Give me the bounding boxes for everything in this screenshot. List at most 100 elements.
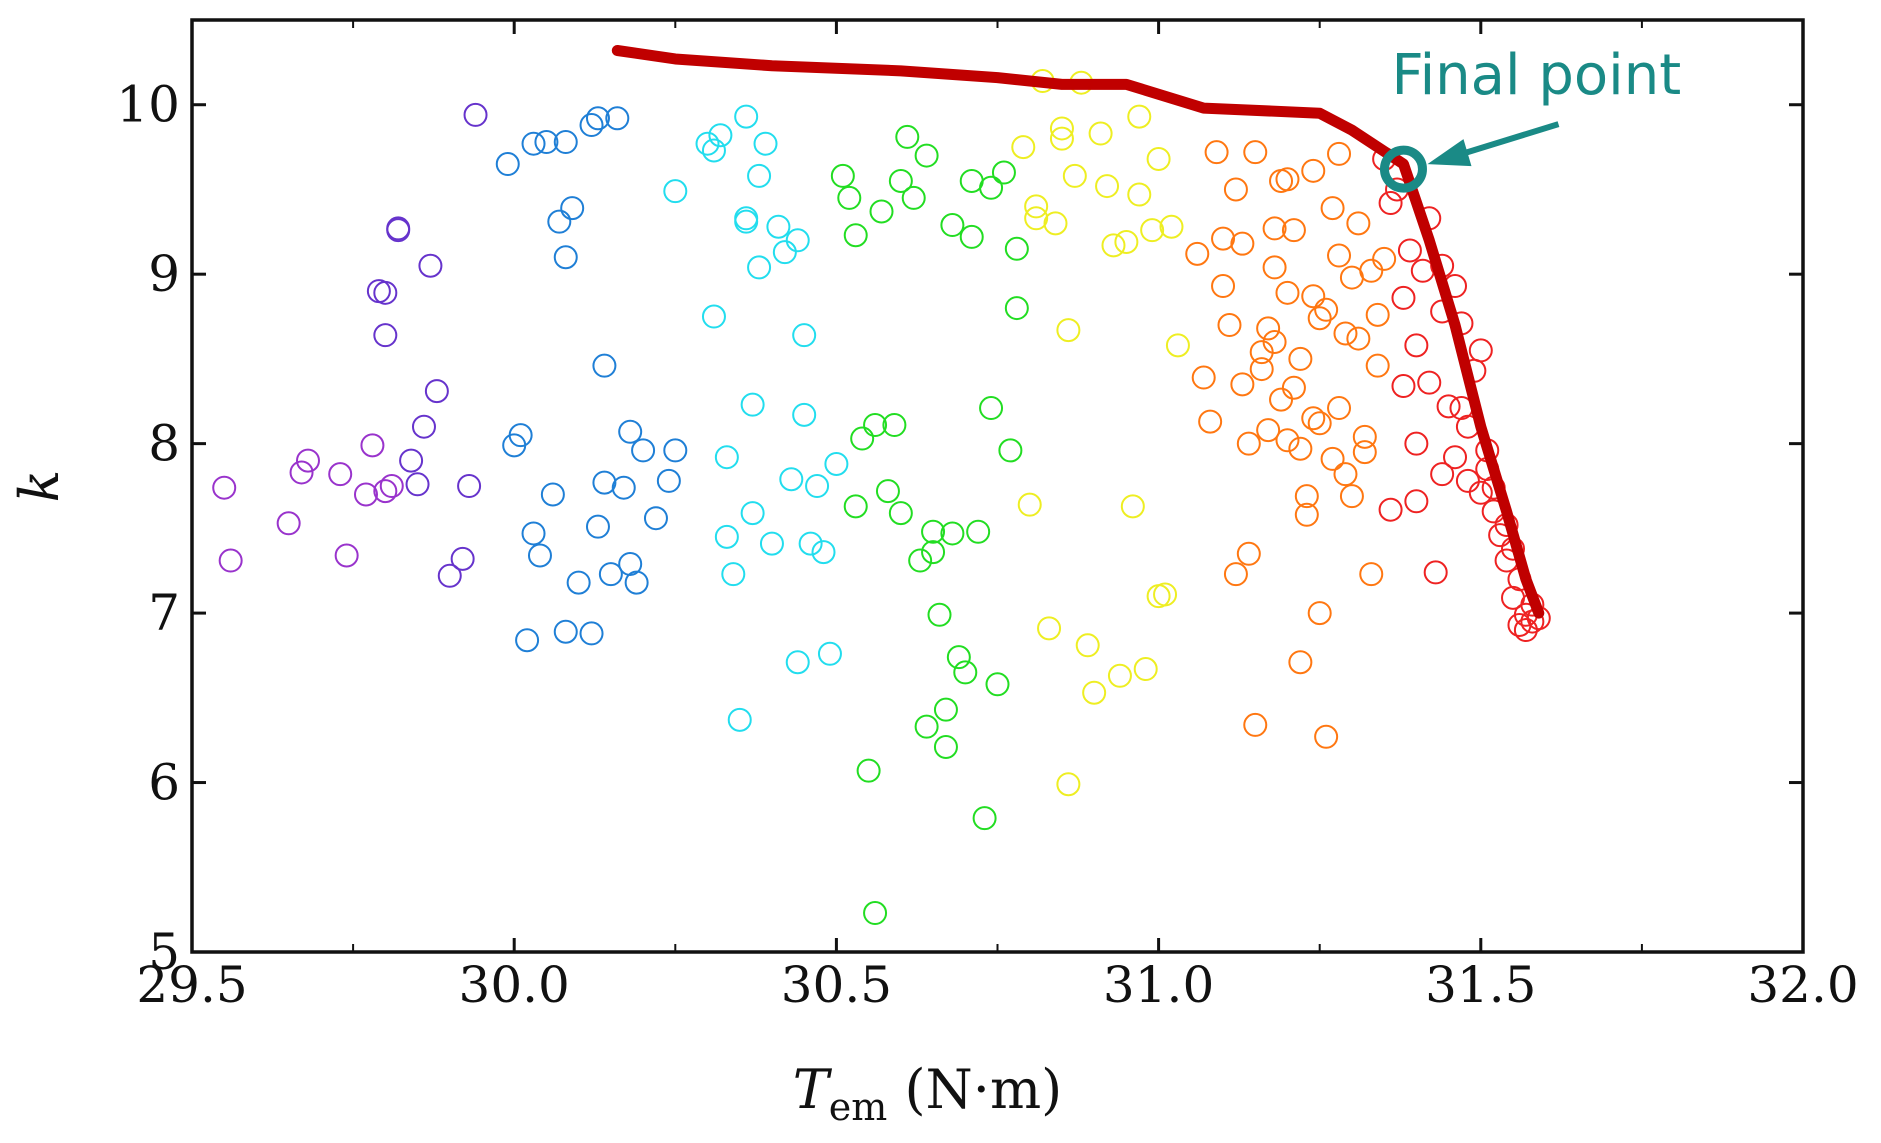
data-point-generation-7-43: [1211, 274, 1236, 299]
data-point-generation-5-27: [991, 160, 1016, 185]
data-point-generation-8-8: [1417, 370, 1442, 395]
data-point-generation-7-39: [1327, 243, 1352, 268]
data-point-generation-7-29: [1359, 562, 1384, 587]
data-point-generation-5-13: [914, 143, 939, 168]
data-point-generation-7-42: [1365, 353, 1390, 378]
data-point-generation-7-4: [1211, 226, 1236, 251]
data-point-generation-5-21: [953, 660, 978, 685]
data-point-generation-7-11: [1256, 316, 1281, 341]
data-point-generation-6-25: [1165, 333, 1190, 358]
data-point-generation-6-16: [1107, 663, 1132, 688]
data-point-generation-8-28: [1430, 462, 1455, 487]
data-point-generation-5-20: [946, 645, 971, 670]
data-point-generation-2-2: [373, 323, 398, 348]
data-point-generation-3-0: [495, 152, 520, 177]
data-point-generation-7-23: [1320, 446, 1345, 471]
data-point-generation-6-26: [1024, 194, 1049, 219]
data-point-generation-6-14: [1095, 174, 1120, 199]
data-point-generation-8-1: [1378, 497, 1403, 522]
data-point-generation-7-56: [1288, 436, 1313, 461]
data-point-generation-7-53: [1269, 387, 1294, 412]
data-point-generation-3-5: [527, 543, 552, 568]
data-point-generation-8-31: [1468, 338, 1493, 363]
data-point-generation-7-55: [1230, 372, 1255, 397]
data-point-generation-4-0: [663, 179, 688, 204]
data-point-generation-5-5: [863, 901, 888, 926]
data-point-generation-3-18: [605, 106, 630, 131]
x-axis-label-main: T: [793, 1058, 833, 1121]
data-point-generation-5-12: [908, 548, 933, 573]
data-point-generation-5-34: [933, 734, 958, 759]
data-point-generation-1-9: [373, 479, 398, 504]
data-point-generation-2-13: [463, 102, 488, 127]
data-point-generation-1-5: [328, 462, 353, 487]
y-tick-label-3: 8: [148, 415, 180, 473]
data-point-generation-6-0: [1011, 135, 1036, 160]
data-point-generation-2-1: [373, 280, 398, 305]
plot-frame: [190, 18, 1805, 954]
data-point-generation-8-26: [1391, 374, 1416, 399]
data-point-generation-1-1: [218, 548, 243, 573]
data-point-generation-3-11: [560, 196, 585, 221]
data-point-generation-7-3: [1204, 140, 1229, 165]
data-point-generation-4-10: [740, 392, 765, 417]
data-point-generation-7-26: [1339, 484, 1364, 509]
data-point-generation-5-33: [921, 540, 946, 565]
data-point-generation-5-31: [863, 412, 888, 437]
data-point-generation-2-11: [450, 546, 475, 571]
data-point-generation-3-6: [534, 130, 559, 155]
x-tick-label-2: 30.5: [781, 956, 892, 1014]
data-point-generation-4-5: [714, 524, 739, 549]
data-point-generation-3-7: [540, 482, 565, 507]
data-point-generation-4-23: [805, 474, 830, 498]
data-point-generation-5-29: [1004, 296, 1029, 321]
data-point-generation-8-37: [1404, 431, 1429, 456]
data-point-generation-7-28: [1352, 424, 1377, 449]
data-point-generation-7-5: [1217, 313, 1242, 338]
data-point-generation-7-52: [1249, 340, 1274, 365]
data-point-generation-6-19: [1127, 104, 1152, 129]
data-point-generation-6-15: [1101, 233, 1126, 258]
data-point-generation-6-18: [1120, 494, 1145, 519]
data-point-generation-7-15: [1275, 280, 1300, 305]
data-point-generation-5-17: [933, 697, 958, 722]
data-point-generation-3-25: [663, 438, 688, 463]
data-point-generation-7-51: [1359, 258, 1384, 283]
y-tick-label-5: 10: [116, 76, 180, 134]
y-tick-label-2: 7: [148, 584, 180, 642]
data-point-generation-6-5: [1043, 211, 1068, 236]
data-point-generation-3-15: [592, 470, 617, 495]
x-tick-label-0: 29.5: [136, 956, 247, 1014]
data-point-generation-8-14: [1455, 468, 1480, 493]
data-point-generation-5-14: [914, 714, 939, 739]
data-point-generation-3-9: [553, 245, 578, 270]
data-point-generation-3-20: [618, 551, 643, 576]
final-point-marker: [1379, 145, 1427, 193]
data-point-generation-3-13: [579, 113, 604, 138]
data-point-generation-7-35: [1275, 167, 1300, 192]
data-point-generation-6-27: [1049, 126, 1074, 151]
data-point-generation-5-19: [940, 213, 965, 238]
data-point-generation-7-30: [1365, 302, 1390, 327]
data-point-generation-6-8: [1056, 772, 1081, 797]
data-point-generation-5-26: [985, 672, 1010, 697]
data-point-generation-3-30: [579, 621, 604, 646]
data-point-generation-5-36: [979, 396, 1004, 421]
data-point-generation-3-23: [643, 506, 668, 531]
data-point-generation-8-4: [1397, 238, 1422, 263]
data-point-generation-4-12: [747, 255, 772, 280]
data-point-generation-7-17: [1288, 346, 1313, 371]
data-point-generation-2-7: [411, 414, 436, 439]
data-point-generation-2-9: [424, 379, 449, 404]
data-points: [212, 69, 1551, 926]
data-point-generation-5-32: [888, 168, 913, 193]
data-point-generation-7-22: [1314, 297, 1339, 322]
data-point-generation-7-12: [1262, 216, 1287, 241]
data-point-generation-5-16: [927, 602, 952, 627]
data-point-generation-3-8: [547, 209, 572, 234]
pareto-front-layer: [611, 45, 1545, 619]
data-point-generation-7-16: [1281, 218, 1306, 243]
data-point-generation-2-10: [437, 563, 462, 588]
data-point-generation-7-45: [1256, 418, 1281, 443]
